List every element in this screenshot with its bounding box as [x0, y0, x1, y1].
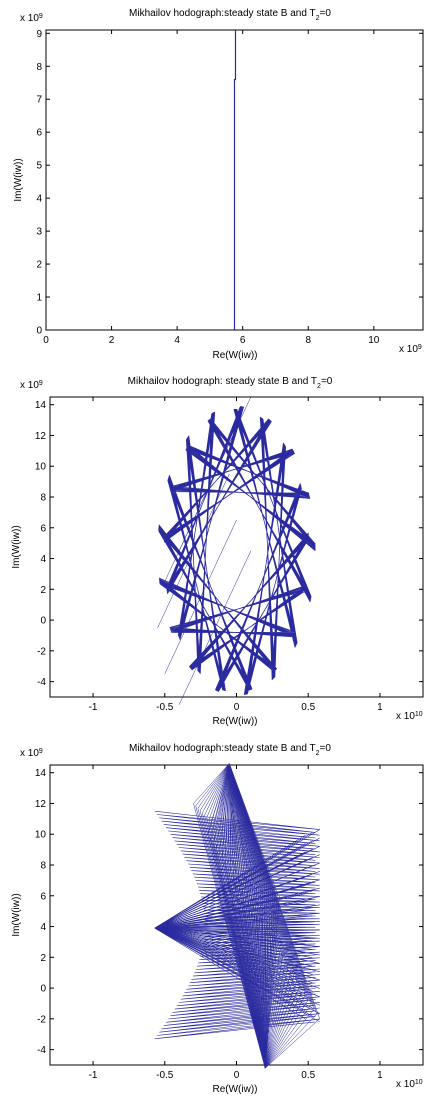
chart-2-ylabel: Im(W(iw)) [11, 525, 22, 568]
chart-2: Mikhailov hodograph: steady state B and … [11, 376, 424, 727]
chart-2-xticks: -1 -0.5 0 0.5 1 [89, 397, 383, 713]
y-tick-label: 12 [35, 431, 47, 442]
y-tick-label: -2 [37, 646, 46, 657]
y-tick-label: 4 [40, 554, 46, 565]
y-tick-label: 12 [35, 799, 47, 810]
cusp-line [164, 519, 237, 675]
chart-3-xlabel: Re(W(iw)) [213, 1084, 258, 1095]
x-tick-label: 0 [234, 1070, 240, 1081]
y-tick-label: 10 [35, 462, 47, 473]
x-tick-label: 4 [174, 335, 180, 346]
x-tick-label: 2 [109, 335, 115, 346]
x-tick-label: 6 [240, 335, 246, 346]
y-tick-label: 2 [40, 953, 46, 964]
chart-1-yticks: 0 1 2 3 4 5 6 7 8 9 [36, 29, 423, 337]
y-tick-label: 7 [36, 95, 42, 106]
y-tick-label: -4 [37, 677, 46, 688]
chart-1-xlabel: Re(W(iw)) [213, 350, 258, 361]
chart-2-title: Mikhailov hodograph: steady state B and … [128, 376, 333, 390]
chart-1-xticks: 0 2 4 6 8 10 [43, 30, 380, 346]
y-tick-label: 8 [40, 861, 46, 872]
y-tick-label: 14 [35, 768, 47, 779]
chart-3: Mikhailov hodograph:steady state B and T… [11, 743, 424, 1095]
chart-1-title: Mikhailov hodograph:steady state B and T… [129, 8, 331, 22]
y-tick-label: 4 [40, 922, 46, 933]
cusp-line [178, 396, 252, 551]
y-tick-label: 8 [36, 62, 42, 73]
x-tick-label: 1 [377, 702, 383, 713]
chart-1: Mikhailov hodograph:steady state B and T… [13, 8, 424, 361]
y-tick-label: -2 [37, 1014, 46, 1025]
x-tick-label: -0.5 [156, 702, 174, 713]
series-line [233, 29, 237, 330]
y-tick-label: 6 [40, 891, 46, 902]
chart-3-y-exponent: x 109 [20, 748, 43, 760]
chart-1-ylabel: Im(W(iw)) [13, 158, 24, 201]
chart-3-xticks: -1 -0.5 0 0.5 1 [89, 765, 383, 1081]
chart-2-lines [157, 396, 316, 705]
y-tick-label: 9 [36, 29, 42, 40]
chart-1-lines [233, 29, 237, 330]
x-tick-label: 0 [43, 335, 49, 346]
y-tick-label: 14 [35, 400, 47, 411]
chart-3-ylabel: Im(W(iw)) [11, 893, 22, 936]
chart-3-title: Mikhailov hodograph:steady state B and T… [129, 743, 331, 757]
y-tick-label: 2 [40, 585, 46, 596]
x-tick-label: 10 [368, 335, 380, 346]
y-tick-label: 4 [36, 194, 42, 205]
y-tick-label: 0 [40, 616, 46, 627]
y-tick-label: 3 [36, 227, 42, 238]
chart-3-x-exponent: x 1010 [396, 1079, 423, 1091]
series-line [158, 406, 316, 695]
chart-1-y-exponent: x 109 [20, 13, 43, 25]
x-tick-label: -1 [89, 1070, 98, 1081]
x-tick-label: -1 [89, 702, 98, 713]
chart-1-x-exponent: x 109 [399, 344, 422, 356]
y-tick-label: 8 [40, 493, 46, 504]
y-tick-label: -4 [37, 1045, 46, 1056]
y-tick-label: 0 [40, 984, 46, 995]
y-tick-label: 6 [36, 128, 42, 139]
cusp-line [178, 550, 252, 705]
chart-2-y-exponent: x 109 [20, 380, 43, 392]
chart-2-yticks: -4 -2 0 2 4 6 8 10 12 14 [35, 400, 423, 688]
y-tick-label: 10 [35, 830, 47, 841]
x-tick-label: 0 [234, 702, 240, 713]
y-tick-label: 6 [40, 523, 46, 534]
chart-2-x-exponent: x 1010 [396, 711, 423, 723]
spoke-line [193, 763, 320, 1070]
y-tick-label: 5 [36, 161, 42, 172]
y-tick-label: 0 [36, 326, 42, 337]
x-tick-label: -0.5 [156, 1070, 174, 1081]
cusp-line [157, 473, 230, 628]
x-tick-label: 8 [305, 335, 311, 346]
x-tick-label: 0.5 [301, 702, 315, 713]
x-tick-label: 1 [377, 1070, 383, 1081]
chart-3-yticks: -4 -2 0 2 4 6 8 10 12 14 [35, 768, 423, 1056]
chart-3-lines [154, 763, 320, 1070]
chart-2-xlabel: Re(W(iw)) [213, 716, 258, 727]
y-tick-label: 2 [36, 260, 42, 271]
y-tick-label: 1 [36, 293, 42, 304]
x-tick-label: 0.5 [301, 1070, 315, 1081]
